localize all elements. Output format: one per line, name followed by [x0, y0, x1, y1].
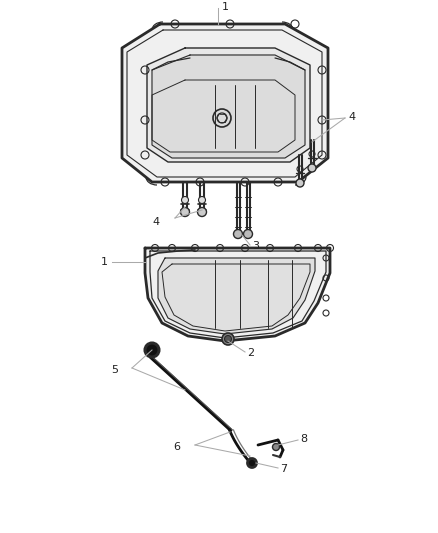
Circle shape — [181, 197, 188, 204]
Circle shape — [296, 179, 304, 187]
Text: 3: 3 — [252, 241, 259, 251]
Circle shape — [145, 343, 159, 357]
Circle shape — [225, 335, 232, 343]
Text: 1: 1 — [101, 257, 108, 267]
Circle shape — [272, 443, 279, 450]
Text: 2: 2 — [247, 348, 254, 358]
Text: 1: 1 — [222, 2, 229, 12]
Polygon shape — [122, 24, 328, 182]
Polygon shape — [147, 48, 310, 162]
Text: 6: 6 — [173, 442, 180, 452]
Polygon shape — [158, 258, 315, 334]
Circle shape — [233, 230, 243, 238]
Circle shape — [198, 207, 206, 216]
Text: 8: 8 — [300, 434, 307, 444]
Text: 4: 4 — [348, 112, 355, 122]
Text: 5: 5 — [111, 365, 118, 375]
Circle shape — [180, 207, 190, 216]
Circle shape — [148, 346, 156, 354]
Circle shape — [250, 461, 254, 465]
Circle shape — [222, 333, 234, 345]
Polygon shape — [152, 55, 305, 158]
Circle shape — [308, 164, 316, 172]
Circle shape — [198, 197, 205, 204]
Text: 7: 7 — [280, 464, 287, 474]
Circle shape — [247, 458, 257, 467]
Text: 4: 4 — [153, 217, 160, 227]
Circle shape — [244, 230, 252, 238]
Polygon shape — [145, 248, 330, 341]
